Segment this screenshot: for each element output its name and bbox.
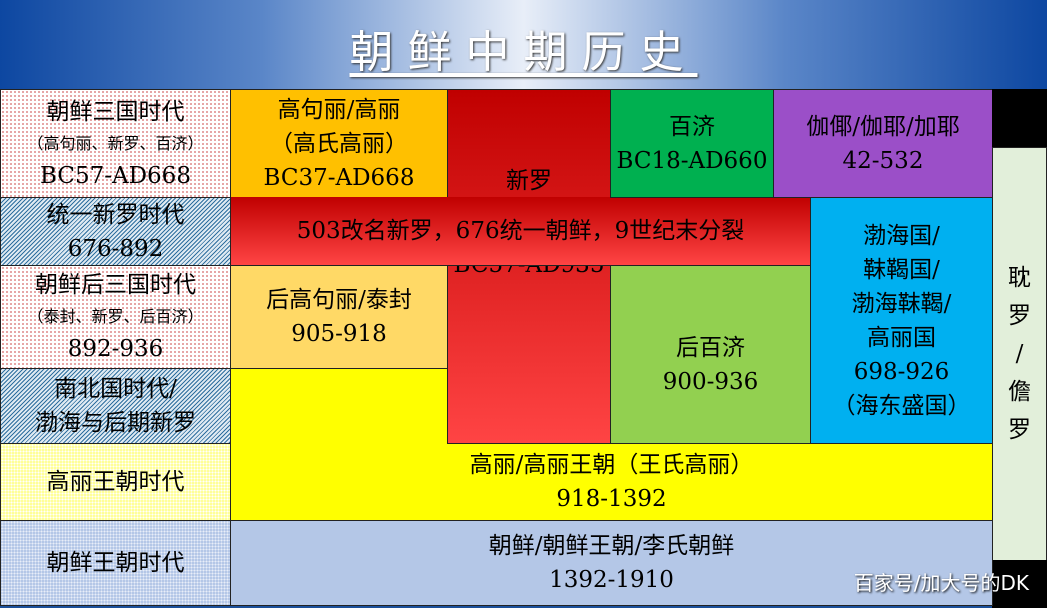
- state-name: （高氏高丽）: [270, 130, 408, 157]
- state-years: 1392-1910: [549, 567, 674, 593]
- watermark: 百家号/加大号的DK: [853, 571, 1029, 595]
- period-years: 676-892: [67, 235, 164, 262]
- state-name: 伽倻/伽耶/加耶: [806, 113, 960, 140]
- period-three-kingdoms: 朝鲜三国时代 （高句丽、新罗、百济） BC57-AD668: [0, 89, 231, 198]
- state-name: /: [1015, 341, 1024, 367]
- period-joseon: 朝鲜王朝时代: [0, 520, 231, 606]
- period-unified-silla: 统一新罗时代 676-892: [0, 197, 231, 266]
- state-years: BC37-AD668: [263, 164, 415, 191]
- state-name: 渤海靺鞨/: [851, 290, 952, 317]
- black-corner: [992, 89, 1047, 148]
- silla-note: 503改名新罗，676统一朝鲜，9世纪末分裂: [296, 218, 745, 244]
- goguryeo-cell: 高句丽/高丽 （高氏高丽） BC37-AD668: [230, 89, 448, 198]
- period-name: 朝鲜王朝时代: [46, 550, 185, 576]
- state-name: 高丽/高丽王朝（王氏高丽）: [469, 452, 754, 478]
- title-band: 朝鲜中期历史: [0, 0, 1047, 89]
- silla-band: 503改名新罗，676统一朝鲜，9世纪末分裂: [230, 197, 811, 266]
- later-goguryeo-cell: 后高句丽/泰封 905-918: [230, 265, 448, 369]
- state-name: 罗: [1008, 417, 1031, 443]
- period-sub: （高句丽、新罗、百济）: [27, 133, 204, 153]
- state-years: 900-936: [662, 368, 759, 395]
- state-name: 百济: [669, 113, 715, 140]
- state-name: 靺鞨国/: [863, 256, 940, 283]
- state-name: 渤海国/: [863, 222, 940, 249]
- state-name: 后高句丽/泰封: [266, 287, 412, 313]
- state-name: （海东盛国）: [832, 392, 971, 419]
- period-name: 渤海与后期新罗: [35, 410, 196, 436]
- silla-cell: 新罗 BC57-AD935: [447, 89, 611, 444]
- period-name: 南北国时代/: [54, 376, 177, 402]
- state-name: 新罗: [506, 168, 552, 194]
- state-name: 耽: [1008, 265, 1031, 291]
- period-sub: （泰封、新罗、后百济）: [27, 307, 204, 326]
- later-baekje-cell: 后百济 900-936: [610, 265, 811, 444]
- state-name: 高丽国: [867, 324, 936, 351]
- period-north-south-states: 南北国时代/ 渤海与后期新罗: [0, 368, 231, 444]
- state-years: 905-918: [291, 321, 387, 347]
- period-name: 统一新罗时代: [46, 201, 185, 228]
- state-name: 罗: [1008, 303, 1031, 329]
- black-corner-bottom: [992, 560, 1047, 608]
- page-title: 朝鲜中期历史: [349, 27, 698, 78]
- tamna-cell: 耽 罗 / 儋 罗: [992, 147, 1047, 561]
- joseon-cell: 朝鲜/朝鲜王朝/李氏朝鲜 1392-1910: [230, 520, 993, 606]
- state-name: 朝鲜/朝鲜王朝/李氏朝鲜: [488, 533, 735, 559]
- period-name: 朝鲜三国时代: [46, 98, 185, 125]
- state-years: 698-926: [853, 358, 950, 385]
- balhae-cell: 渤海国/ 靺鞨国/ 渤海靺鞨/ 高丽国 698-926 （海东盛国）: [810, 197, 993, 444]
- baekje-cell: 百济 BC18-AD660: [610, 89, 774, 198]
- state-years: 42-532: [842, 147, 924, 174]
- period-years: 892-936: [67, 336, 164, 362]
- state-years: 918-1392: [556, 486, 667, 512]
- period-years: BC57-AD668: [40, 162, 191, 189]
- state-years: BC18-AD660: [616, 147, 768, 174]
- state-name: 高句丽/高丽: [277, 96, 401, 123]
- period-name: 朝鲜后三国时代: [35, 272, 196, 298]
- period-later-three-kingdoms: 朝鲜后三国时代 （泰封、新罗、后百济） 892-936: [0, 265, 231, 369]
- period-goryeo: 高丽王朝时代: [0, 443, 231, 521]
- state-name: 儋: [1008, 379, 1031, 405]
- period-name: 高丽王朝时代: [46, 469, 185, 495]
- state-name: 后百济: [676, 334, 745, 361]
- gaya-cell: 伽倻/伽耶/加耶 42-532: [773, 89, 993, 198]
